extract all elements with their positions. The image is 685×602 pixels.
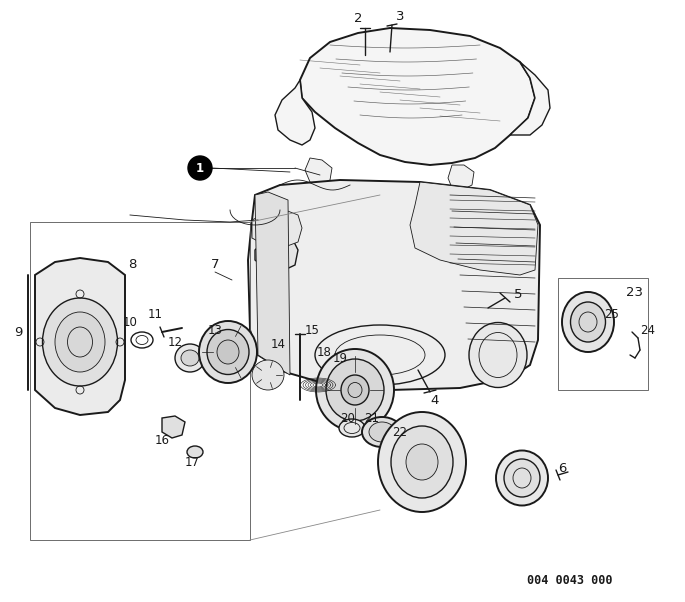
Text: 13: 13: [208, 323, 223, 337]
Ellipse shape: [207, 329, 249, 374]
Text: 1: 1: [196, 161, 204, 175]
Ellipse shape: [562, 292, 614, 352]
Ellipse shape: [406, 444, 438, 480]
Ellipse shape: [42, 298, 118, 386]
Text: 16: 16: [155, 433, 169, 447]
Text: 004 0043 000: 004 0043 000: [527, 574, 613, 586]
Ellipse shape: [199, 321, 257, 383]
Ellipse shape: [181, 350, 199, 366]
Text: 20: 20: [340, 412, 356, 424]
Text: 25: 25: [605, 308, 619, 321]
Ellipse shape: [369, 422, 395, 442]
PathPatch shape: [162, 416, 185, 438]
PathPatch shape: [275, 80, 315, 145]
Ellipse shape: [341, 375, 369, 405]
PathPatch shape: [410, 182, 538, 275]
Text: 12: 12: [168, 335, 182, 349]
Ellipse shape: [187, 446, 203, 458]
Ellipse shape: [316, 349, 394, 431]
Circle shape: [188, 156, 212, 180]
Text: 24: 24: [640, 323, 656, 337]
Ellipse shape: [326, 359, 384, 421]
Text: 8: 8: [128, 258, 136, 272]
Ellipse shape: [339, 419, 365, 437]
PathPatch shape: [448, 165, 474, 190]
Text: 4: 4: [431, 394, 439, 406]
Text: 18: 18: [316, 346, 332, 359]
Ellipse shape: [504, 459, 540, 497]
Text: 23: 23: [627, 287, 643, 300]
Ellipse shape: [496, 450, 548, 506]
PathPatch shape: [35, 258, 125, 415]
Text: 7: 7: [211, 258, 219, 272]
Text: 2: 2: [353, 11, 362, 25]
Text: 17: 17: [184, 456, 199, 468]
Ellipse shape: [252, 360, 284, 390]
Ellipse shape: [571, 302, 606, 342]
Ellipse shape: [217, 340, 239, 364]
Text: 6: 6: [558, 462, 566, 474]
Ellipse shape: [469, 323, 527, 388]
Text: 11: 11: [147, 308, 162, 321]
PathPatch shape: [255, 235, 298, 272]
Ellipse shape: [391, 426, 453, 498]
Ellipse shape: [378, 412, 466, 512]
Ellipse shape: [362, 417, 402, 447]
Text: 10: 10: [123, 315, 138, 329]
PathPatch shape: [255, 192, 290, 375]
Text: 14: 14: [271, 338, 286, 352]
Text: 15: 15: [305, 323, 319, 337]
Ellipse shape: [55, 312, 105, 372]
PathPatch shape: [305, 158, 332, 185]
PathPatch shape: [510, 62, 550, 135]
PathPatch shape: [300, 28, 535, 165]
Text: 9: 9: [14, 326, 22, 338]
Text: 5: 5: [514, 288, 522, 302]
Text: 21: 21: [364, 412, 379, 424]
Ellipse shape: [175, 344, 205, 372]
Text: 22: 22: [393, 426, 408, 438]
PathPatch shape: [248, 180, 540, 390]
Ellipse shape: [315, 325, 445, 385]
Text: 3: 3: [396, 10, 404, 22]
Text: 19: 19: [332, 352, 347, 364]
PathPatch shape: [252, 210, 302, 248]
